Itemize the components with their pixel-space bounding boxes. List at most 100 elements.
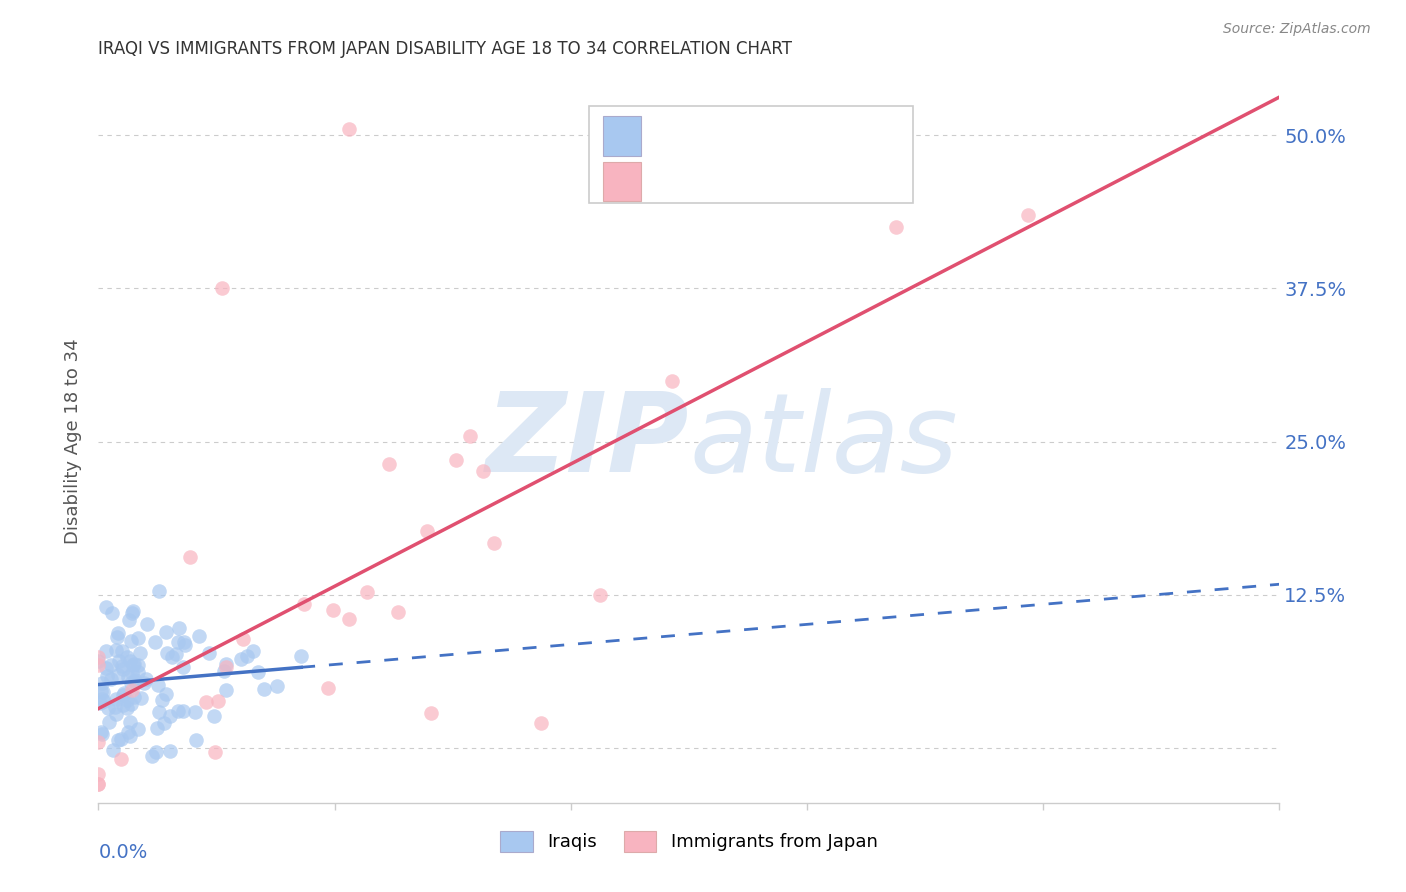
Point (101, 743, 124, 757)
Point (387, 605, 409, 619)
Point (159, 744, 181, 758)
Point (96, 668, 118, 682)
Point (112, 686, 135, 700)
Point (91, 685, 114, 699)
Point (105, 706, 128, 721)
Point (122, 657, 145, 671)
Point (111, 644, 134, 658)
Point (127, 665, 149, 680)
Text: 34: 34 (837, 170, 870, 189)
Point (207, 694, 229, 708)
Point (184, 706, 207, 720)
Point (89, 696, 111, 710)
Point (120, 654, 142, 668)
Point (121, 683, 143, 698)
Point (198, 646, 221, 660)
Point (155, 687, 177, 701)
Point (136, 616, 159, 631)
Point (215, 657, 238, 671)
Point (87, 735, 110, 749)
Point (110, 731, 132, 746)
Point (339, 612, 361, 626)
Point (231, 632, 253, 646)
Point (100, 657, 122, 672)
Point (292, 597, 315, 611)
Text: N =: N = (780, 125, 817, 144)
Point (204, 745, 226, 759)
Point (416, 524, 439, 538)
Point (129, 690, 152, 705)
Point (127, 722, 149, 736)
Point (143, 635, 166, 649)
Point (378, 457, 401, 471)
Text: R =: R = (659, 170, 696, 189)
Point (420, 706, 443, 720)
Point (124, 673, 146, 688)
Point (214, 664, 236, 678)
Text: 102: 102 (837, 125, 877, 144)
Point (1018, 208, 1040, 222)
Point (110, 658, 132, 673)
Point (166, 704, 188, 718)
Point (121, 606, 143, 620)
Point (121, 634, 143, 648)
Text: 0.0%: 0.0% (98, 843, 148, 862)
Point (108, 654, 131, 668)
Text: 0.061: 0.061 (716, 125, 778, 144)
Point (339, 122, 361, 136)
Point (96, 600, 118, 615)
Point (91, 691, 114, 706)
Point (107, 668, 129, 682)
Point (204, 708, 226, 723)
FancyBboxPatch shape (603, 116, 641, 156)
Point (246, 665, 269, 680)
Point (121, 657, 143, 672)
Point (229, 652, 252, 666)
Point (97, 700, 120, 714)
Point (132, 675, 155, 690)
Point (90, 684, 112, 698)
Point (101, 606, 124, 620)
Point (124, 690, 146, 704)
Point (159, 709, 181, 723)
Point (93, 694, 115, 708)
Point (91, 727, 114, 741)
Point (146, 721, 169, 735)
Point (94, 643, 117, 657)
Point (118, 714, 141, 729)
Point (661, 374, 683, 388)
Point (100, 673, 122, 687)
Legend: Iraqis, Immigrants from Japan: Iraqis, Immigrants from Japan (494, 823, 884, 859)
Point (87, 767, 110, 781)
Point (94, 661, 117, 675)
Point (115, 701, 138, 715)
Point (118, 613, 141, 627)
Point (148, 705, 170, 719)
Point (322, 602, 344, 616)
Point (172, 704, 194, 718)
Point (173, 634, 195, 648)
Text: IRAQI VS IMMIGRANTS FROM JAPAN DISABILITY AGE 18 TO 34 CORRELATION CHART: IRAQI VS IMMIGRANTS FROM JAPAN DISABILIT… (98, 40, 793, 58)
Point (135, 672, 157, 686)
Point (120, 730, 142, 744)
Point (98, 715, 121, 730)
Point (172, 660, 194, 674)
Point (186, 733, 208, 747)
Point (242, 644, 264, 658)
Point (87, 650, 110, 665)
Point (112, 698, 135, 713)
Point (215, 683, 238, 698)
Point (211, 281, 233, 295)
Point (148, 584, 170, 599)
FancyBboxPatch shape (603, 161, 641, 202)
Point (87, 777, 110, 791)
Point (444, 452, 467, 467)
Point (167, 635, 190, 649)
Point (104, 699, 127, 714)
Point (128, 646, 150, 660)
Point (160, 650, 183, 665)
Point (141, 749, 163, 764)
Point (111, 689, 134, 703)
Point (356, 585, 378, 599)
Point (156, 646, 179, 660)
